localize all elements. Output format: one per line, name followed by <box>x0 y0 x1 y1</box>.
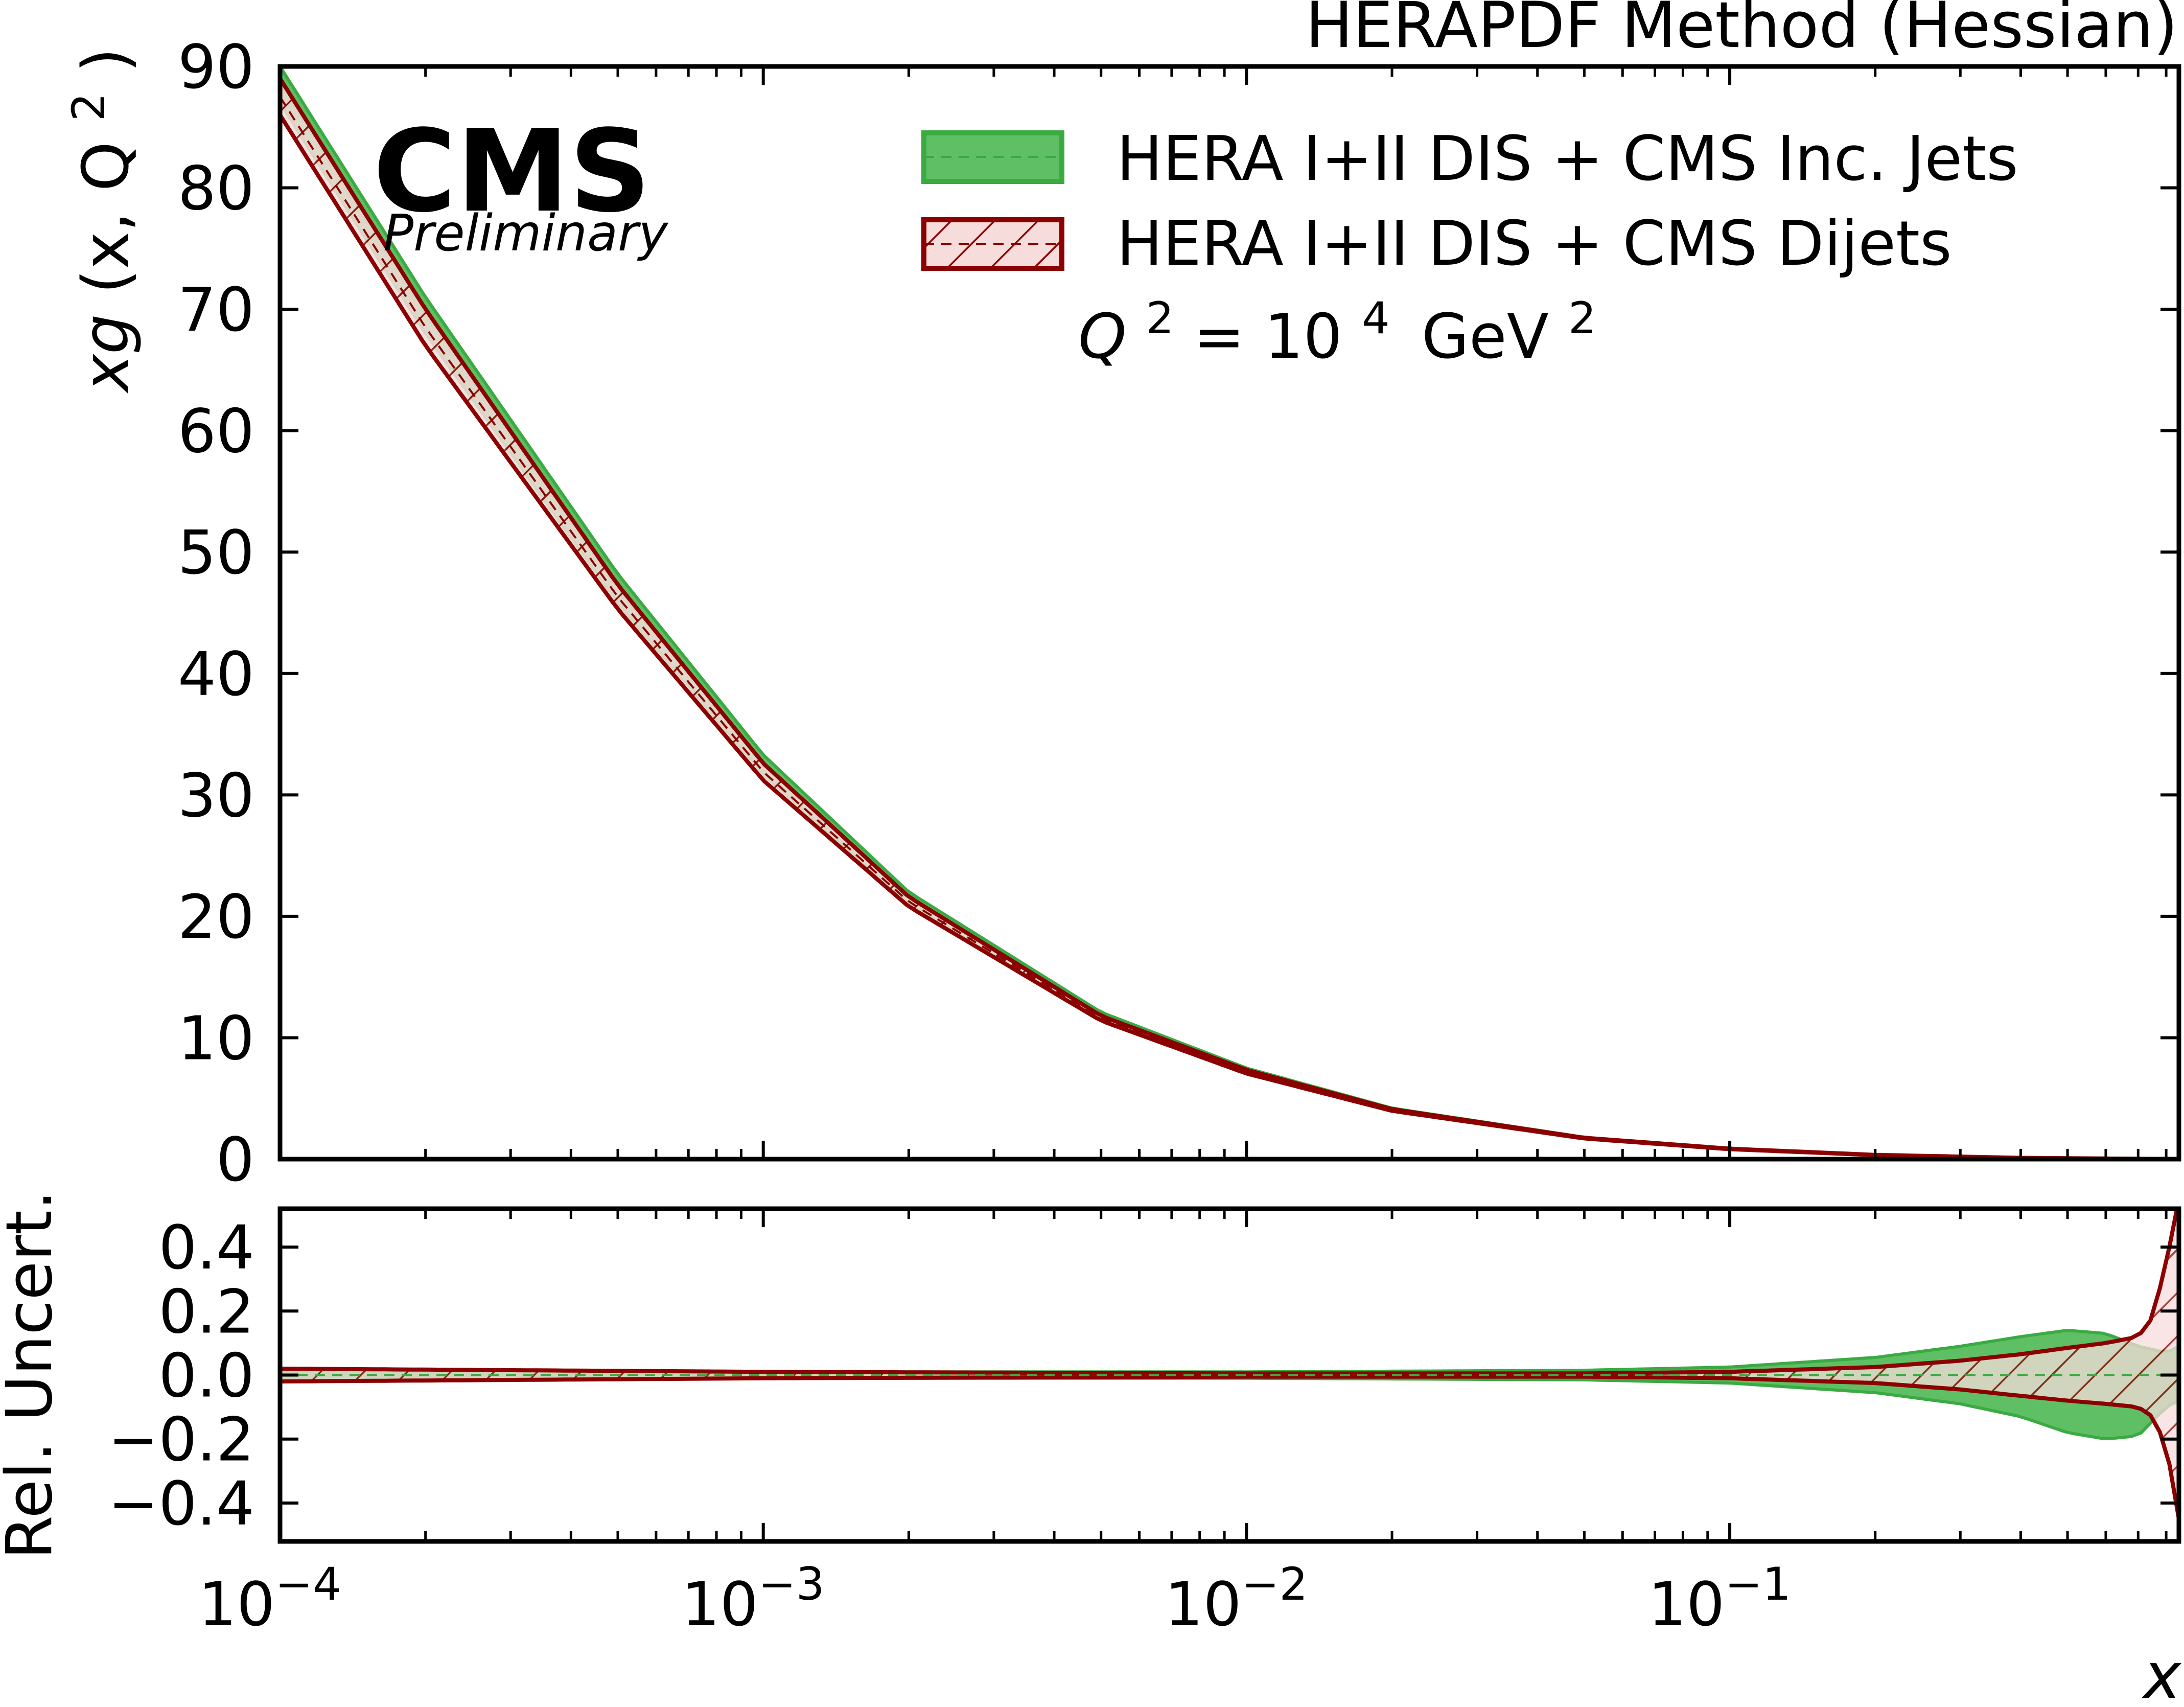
top-y-tick-label: 90 <box>178 32 254 102</box>
q2-symbol: Q <box>1078 302 1126 373</box>
q2-unit-exponent: 2 <box>1568 293 1596 344</box>
x-tick-label: 10−1 <box>1648 1558 1791 1640</box>
x-tick-label-exp: −2 <box>1242 1558 1308 1610</box>
top-ylabel-args: (x, Q <box>69 142 143 294</box>
bottom-y-tick-label: 0.0 <box>158 1341 254 1411</box>
top-ylabel-exp: 2 <box>62 93 115 121</box>
x-tick-label: 10−2 <box>1165 1558 1308 1640</box>
top-ylabel: xg (x, Q 2 ) <box>46 48 143 394</box>
q2-exponent: 2 <box>1146 293 1174 344</box>
x-tick-label: 10−4 <box>198 1558 341 1640</box>
top-y-tick-label: 60 <box>178 396 254 467</box>
x-tick-label-exp: −3 <box>758 1558 825 1610</box>
x-tick-label-base: 10 <box>1648 1569 1725 1640</box>
bottom-y-tick-label: 0.2 <box>158 1276 254 1347</box>
cms-preliminary-label: Preliminary <box>383 204 669 263</box>
legend: HERA I+II DIS + CMS Inc. Jets HERA I+II … <box>921 124 2018 280</box>
legend-label-inc-jets: HERA I+II DIS + CMS Inc. Jets <box>1117 124 2018 195</box>
top-y-tick-label: 10 <box>178 1003 254 1073</box>
top-y-tick-label: 40 <box>178 639 254 709</box>
top-y-tick-label: 70 <box>178 274 254 345</box>
bottom-ylabel: Rel. Uncert. <box>0 1190 66 1560</box>
bottom-y-tick-label: −0.4 <box>108 1468 254 1539</box>
x-tick-label-base: 10 <box>1165 1569 1241 1640</box>
legend-label-dijets: HERA I+II DIS + CMS Dijets <box>1117 209 1952 280</box>
x-tick-label-base: 10 <box>682 1569 758 1640</box>
rel-lower-edge-dijets <box>280 1374 2179 1519</box>
axis-ticks <box>278 65 2179 1541</box>
x-axis-label: x <box>2142 1640 2182 1704</box>
q2-unit: GeV <box>1422 302 1549 373</box>
rel-upper-edge-dijets <box>280 1209 2179 1376</box>
x-tick-label: 10−3 <box>682 1558 825 1640</box>
chart-title: HERAPDF Method (Hessian) <box>1305 0 2178 62</box>
x-tick-label-base: 10 <box>198 1569 275 1640</box>
top-axes-frame <box>277 64 2181 1162</box>
top-y-tick-label: 0 <box>216 1124 254 1195</box>
lower-edge-dijets <box>280 113 2179 1159</box>
top-y-tick-label: 30 <box>178 760 254 831</box>
top-y-tick-label: 20 <box>178 882 254 952</box>
q2-ten-exponent: 4 <box>1362 293 1390 344</box>
q2-annotation: Q 2 = 10 4 GeV 2 <box>1078 277 1596 373</box>
x-tick-label-exp: −4 <box>275 1558 341 1610</box>
top-y-tick-label: 50 <box>178 517 254 588</box>
bottom-panel-bands <box>280 1209 2179 1519</box>
top-y-tick-label: 80 <box>178 153 254 224</box>
axis-tick-labels: 01020304050607080900.40.20.0−0.2−0.410−4… <box>108 32 1791 1640</box>
q2-equals: = 10 <box>1193 302 1342 373</box>
bottom-y-tick-label: −0.2 <box>108 1404 254 1475</box>
top-ylabel-close: ) <box>69 48 143 73</box>
x-tick-label-exp: −1 <box>1725 1558 1791 1610</box>
cms-label: CMS <box>373 106 651 238</box>
bottom-y-tick-label: 0.4 <box>158 1212 254 1283</box>
top-ylabel-main: xg <box>69 314 143 394</box>
